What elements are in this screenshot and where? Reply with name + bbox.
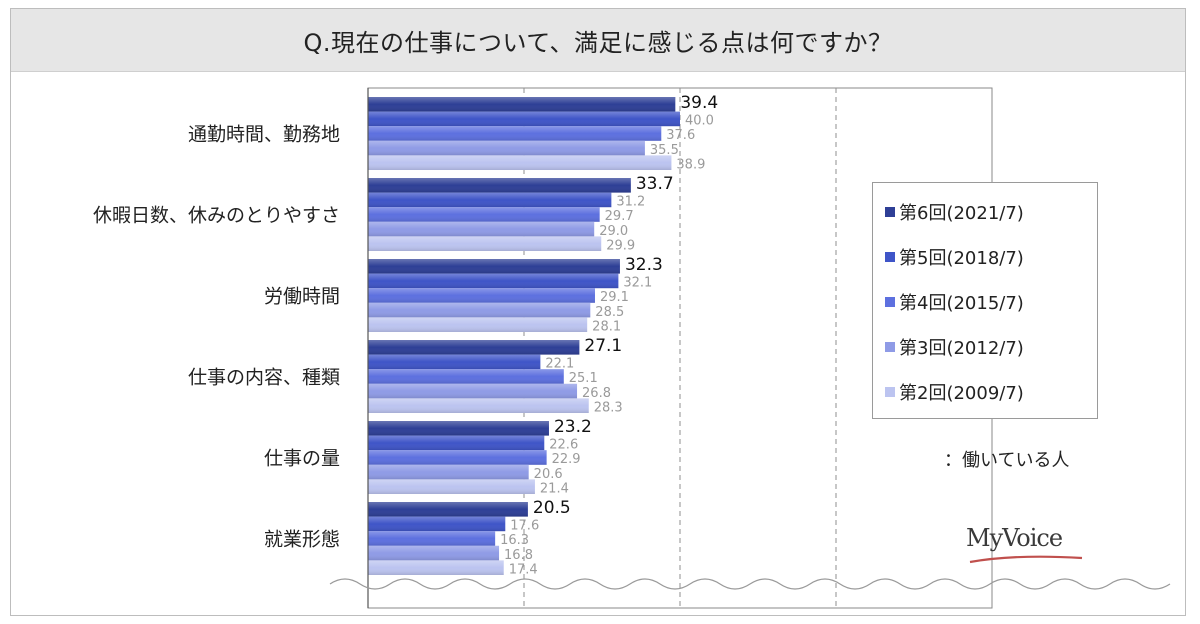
bar-shade-5-1 (368, 516, 506, 532)
category-label: 仕事の内容、種類 (188, 367, 340, 389)
legend-item: 第6回(2021/7) (873, 189, 1097, 234)
value-label-3-2: 25.1 (569, 371, 598, 386)
bar-shade-1-1 (368, 192, 612, 208)
value-label-3-1: 22.1 (545, 357, 574, 372)
bar-shade-0-2 (368, 126, 662, 141)
bar-shade-2-3 (368, 302, 591, 318)
bar-shade-1-3 (368, 221, 595, 237)
legend: 第6回(2021/7) 第5回(2018/7) 第4回(2015/7) 第3回(201… (872, 182, 1098, 419)
bar-shade-1-2 (368, 207, 600, 222)
legend-swatch (885, 341, 895, 352)
value-label-2-2: 29.1 (600, 290, 629, 305)
legend-swatch (885, 296, 895, 307)
respondent-note: ：働いている人 (944, 450, 1070, 471)
bar-shade-0-3 (368, 140, 645, 156)
value-label-2-1: 32.1 (623, 276, 652, 291)
title-bar: Q.現在の仕事について、満足に感じる点は何ですか？ (11, 9, 1185, 72)
value-label-4-3: 20.6 (534, 467, 563, 482)
value-label-1-4: 29.9 (606, 238, 635, 253)
bar-shade-3-3 (368, 383, 578, 399)
value-label-3-3: 26.8 (582, 386, 611, 401)
value-label-5-3: 16.8 (504, 548, 533, 563)
legend-label: 第3回(2012/7) (899, 337, 1024, 359)
bar-shade-3-1 (368, 354, 541, 370)
legend-label: 第2回(2009/7) (899, 382, 1024, 404)
bar-shade-2-1 (368, 273, 619, 289)
bar-shade-2-4 (368, 317, 588, 332)
category-label: 労働時間 (264, 286, 340, 308)
bar-shade-5-4 (368, 560, 504, 575)
category-label: 休暇日数、休みのとりやすさ (93, 205, 340, 227)
bar-shade-4-3 (368, 464, 529, 480)
legend-item: 第3回(2012/7) (873, 324, 1097, 369)
bar-shade-5-3 (368, 545, 500, 561)
chart-title: Q.現在の仕事について、満足に感じる点は何ですか？ (303, 28, 893, 57)
value-label-1-1: 31.2 (616, 195, 645, 210)
legend-label: 第4回(2015/7) (899, 292, 1024, 314)
bar-shade-0-0 (368, 97, 676, 112)
axis-break-wave (329, 578, 1171, 590)
bar-shade-3-0 (368, 340, 580, 355)
value-label-5-0: 20.5 (533, 498, 571, 518)
value-label-3-4: 28.3 (594, 400, 623, 415)
value-label-4-4: 21.4 (540, 481, 569, 496)
legend-swatch (885, 251, 895, 262)
value-label-5-4: 17.4 (509, 562, 538, 577)
bar-shade-1-0 (368, 178, 631, 193)
myvoice-logo: MyVoice (966, 524, 1063, 552)
legend-item: 第4回(2015/7) (873, 279, 1097, 324)
legend-label: 第5回(2018/7) (899, 247, 1024, 269)
logo-swoosh (969, 555, 1083, 564)
value-label-1-0: 33.7 (636, 174, 674, 194)
category-label: 就業形態 (264, 529, 340, 551)
value-label-0-0: 39.4 (680, 93, 718, 113)
bar-shade-0-1 (368, 111, 680, 127)
legend-item: 第2回(2009/7) (873, 369, 1097, 414)
bar-shade-0-4 (368, 155, 672, 170)
value-label-5-2: 16.3 (500, 533, 529, 548)
legend-item: 第5回(2018/7) (873, 234, 1097, 279)
legend-swatch (885, 386, 895, 397)
bar-shade-3-2 (368, 369, 564, 384)
bar-shade-1-4 (368, 236, 602, 251)
value-label-1-2: 29.7 (605, 209, 634, 224)
value-label-2-3: 28.5 (595, 305, 624, 320)
bar-shade-4-2 (368, 450, 547, 465)
bar-shade-2-2 (368, 288, 595, 303)
bar-shade-4-4 (368, 479, 535, 494)
bar-shade-3-4 (368, 398, 589, 413)
value-label-5-1: 17.6 (510, 519, 539, 534)
category-label: 通勤時間、勤務地 (188, 124, 340, 146)
value-label-0-2: 37.6 (666, 128, 695, 143)
value-label-3-0: 27.1 (584, 336, 622, 356)
value-label-2-4: 28.1 (592, 319, 621, 334)
value-label-4-2: 22.9 (552, 452, 581, 467)
legend-label: 第6回(2021/7) (899, 202, 1024, 224)
bar-shade-5-2 (368, 531, 496, 546)
bar-shade-4-1 (368, 435, 545, 451)
bar-shade-2-0 (368, 259, 620, 274)
value-label-0-3: 35.5 (650, 143, 679, 158)
value-label-0-4: 38.9 (676, 157, 705, 172)
value-label-4-1: 22.6 (549, 438, 578, 453)
bar-shade-5-0 (368, 502, 528, 517)
value-label-2-0: 32.3 (625, 255, 663, 275)
value-label-0-1: 40.0 (685, 114, 714, 129)
legend-swatch (885, 206, 895, 217)
category-label: 仕事の量 (264, 448, 340, 470)
value-label-1-3: 29.0 (599, 224, 628, 239)
bar-shade-4-0 (368, 421, 549, 436)
value-label-4-0: 23.2 (554, 417, 592, 437)
